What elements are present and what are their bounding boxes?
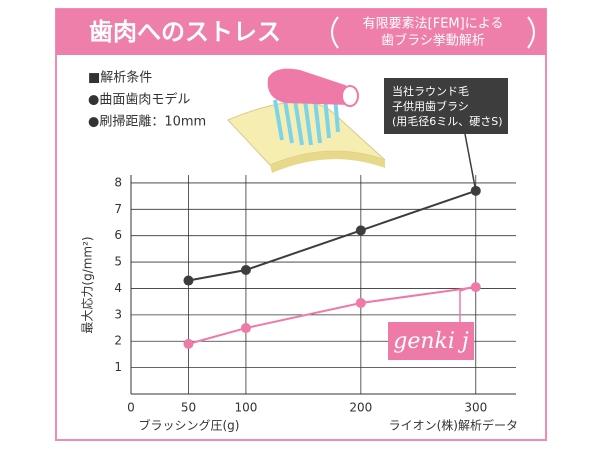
x-axis-label: ブラッシング圧(g): [139, 418, 240, 433]
illustration: [227, 68, 386, 173]
legend-box: [384, 78, 508, 134]
annotation: ●刷掃距離：10mm: [88, 114, 206, 130]
x-tick-label: 50: [181, 401, 196, 415]
y-tick-label: 6: [114, 228, 122, 242]
y-tick-label: 8: [114, 175, 122, 189]
y-tick-label: 7: [114, 202, 122, 216]
x-tick-label: 0: [127, 401, 135, 415]
legend-label: 当社ラウンド毛: [392, 84, 469, 98]
y-tick-label: 3: [114, 307, 122, 321]
point: [240, 264, 251, 275]
point: [355, 225, 366, 236]
y-axis-label: 最大応力(g/mm²): [81, 236, 95, 333]
callout-line: [464, 133, 477, 191]
legend-label: genki j: [393, 329, 469, 354]
series-line: [188, 286, 476, 345]
x-tick-label: 100: [234, 401, 257, 415]
y-tick-label: 4: [114, 281, 122, 295]
legend-label: (用毛径6ミル、硬さS): [392, 115, 503, 128]
point: [240, 323, 251, 334]
paren: [331, 16, 339, 49]
y-tick-label: 1: [114, 360, 122, 374]
y-tick-label: 5: [114, 255, 122, 269]
subtitle: 有限要素法[FEM]による: [363, 17, 504, 32]
callout-line: [459, 286, 472, 322]
chart-title: 歯肉へのストレス: [89, 18, 281, 46]
x-tick-label: 200: [349, 401, 372, 415]
annotation: ●曲面歯肉モデル: [88, 92, 190, 108]
x-tick-label: 300: [464, 401, 487, 415]
legend-label: 子供用歯ブラシ: [392, 99, 469, 113]
paren: [527, 16, 535, 49]
point: [355, 297, 366, 308]
point: [183, 275, 194, 286]
subtitle: 歯ブラシ挙動解析: [381, 33, 485, 49]
legend-box: [388, 322, 474, 360]
y-tick-label: 2: [114, 334, 122, 348]
title-bar: [56, 9, 546, 55]
point: [183, 338, 194, 349]
point: [470, 282, 481, 293]
annotation: ■解析条件: [88, 70, 152, 86]
source: ライオン(株)解析データ: [389, 418, 518, 433]
series-line: [188, 189, 477, 282]
